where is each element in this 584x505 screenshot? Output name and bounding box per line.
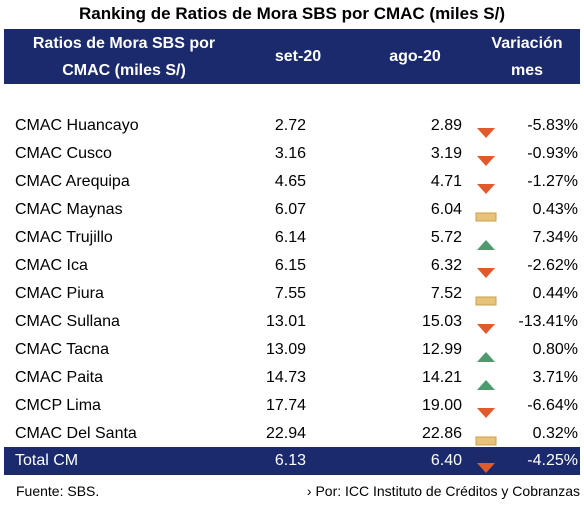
value-ago20: 5.72 xyxy=(430,229,462,246)
entity-name: CMAC Maynas xyxy=(15,201,123,218)
entity-name: CMAC Paita xyxy=(15,369,104,386)
table-row: CMAC Huancayo 2.72 2.89 -5.83% xyxy=(4,112,580,140)
value-set20: 2.72 xyxy=(274,117,306,134)
value-set20: 4.65 xyxy=(274,173,306,190)
trend-up-icon xyxy=(475,373,497,390)
header-variacion: Variación mes xyxy=(474,29,580,84)
table-row: CMAC Piura 7.55 7.52 0.44% xyxy=(4,280,580,308)
footer-source: Fuente: SBS. xyxy=(16,483,100,499)
header-variacion-line1: Variación xyxy=(491,34,563,52)
value-set20: 13.01 xyxy=(265,313,306,330)
value-variacion: 0.80% xyxy=(532,341,578,358)
trend-flat-icon xyxy=(475,205,497,222)
value-variacion: 3.71% xyxy=(532,369,578,386)
value-ago20: 7.52 xyxy=(430,285,462,302)
value-ago20: 15.03 xyxy=(421,313,462,330)
trend-down-icon xyxy=(475,121,497,138)
table-row: CMAC Del Santa 22.94 22.86 0.32% xyxy=(4,420,580,448)
entity-name: CMAC Ica xyxy=(15,257,88,274)
total-row: Total CM 6.13 6.40 -4.25% xyxy=(4,447,580,475)
trend-flat-icon xyxy=(475,429,497,446)
header-variacion-line2: mes xyxy=(510,61,544,79)
table-row: CMAC Ica 6.15 6.32 -2.62% xyxy=(4,252,580,280)
entity-name: CMAC Del Santa xyxy=(15,425,137,442)
entity-name: CMAC Arequipa xyxy=(15,173,130,190)
value-variacion: -6.64% xyxy=(527,397,578,414)
value-variacion: 0.44% xyxy=(532,285,578,302)
header-set20: set-20 xyxy=(274,48,322,65)
value-variacion: -5.83% xyxy=(527,117,578,134)
table-row: CMAC Arequipa 4.65 4.71 -1.27% xyxy=(4,168,580,196)
header-ago20: ago-20 xyxy=(389,48,441,65)
value-variacion: 0.32% xyxy=(532,425,578,442)
entity-name: CMAC Trujillo xyxy=(15,229,113,246)
value-set20: 6.15 xyxy=(274,257,306,274)
entity-name: Total CM xyxy=(15,452,79,469)
value-ago20: 12.99 xyxy=(421,341,462,358)
value-ago20: 14.21 xyxy=(421,369,462,386)
table-row: CMAC Paita 14.73 14.21 3.71% xyxy=(4,364,580,392)
header-entity-line2: CMAC (miles S/) xyxy=(62,61,186,79)
value-set20: 6.07 xyxy=(274,201,306,218)
entity-name: CMAC Sullana xyxy=(15,313,120,330)
table-row: CMCP Lima 17.74 19.00 -6.64% xyxy=(4,392,580,420)
value-set20: 13.09 xyxy=(265,341,306,358)
footer-credit: › Por: ICC Instituto de Créditos y Cobra… xyxy=(306,483,580,499)
header-entity: Ratios de Mora SBS por CMAC (miles S/) xyxy=(4,29,244,84)
table-header: Ratios de Mora SBS por CMAC (miles S/) s… xyxy=(4,29,580,84)
value-ago20: 6.04 xyxy=(430,201,462,218)
value-variacion: -1.27% xyxy=(527,173,578,190)
table-row: CMAC Cusco 3.16 3.19 -0.93% xyxy=(4,140,580,168)
entity-name: CMAC Tacna xyxy=(15,341,109,358)
trend-down-icon xyxy=(475,261,497,278)
value-ago20: 6.32 xyxy=(430,257,462,274)
table-title: Ranking de Ratios de Mora SBS por CMAC (… xyxy=(78,4,505,23)
trend-down-icon xyxy=(475,317,497,334)
trend-down-icon xyxy=(475,456,497,473)
table-row: CMAC Sullana 13.01 15.03 -13.41% xyxy=(4,308,580,336)
value-variacion: 0.43% xyxy=(532,201,578,218)
trend-up-icon xyxy=(475,345,497,362)
value-variacion: -4.25% xyxy=(527,452,578,469)
entity-name: CMAC Piura xyxy=(15,285,104,302)
value-variacion: -13.41% xyxy=(518,313,578,330)
value-ago20: 4.71 xyxy=(430,173,462,190)
trend-down-icon xyxy=(475,401,497,418)
value-ago20: 6.40 xyxy=(430,452,462,469)
table-row: CMAC Trujillo 6.14 5.72 7.34% xyxy=(4,224,580,252)
header-entity-line1: Ratios de Mora SBS por xyxy=(32,34,216,52)
value-set20: 6.14 xyxy=(274,229,306,246)
entity-name: CMCP Lima xyxy=(15,397,101,414)
entity-name: CMAC Cusco xyxy=(15,145,112,162)
table-row: CMAC Tacna 13.09 12.99 0.80% xyxy=(4,336,580,364)
value-set20: 22.94 xyxy=(265,425,306,442)
value-variacion: -0.93% xyxy=(527,145,578,162)
value-ago20: 2.89 xyxy=(430,117,462,134)
trend-down-icon xyxy=(475,177,497,194)
trend-up-icon xyxy=(475,233,497,250)
value-ago20: 22.86 xyxy=(421,425,462,442)
value-set20: 17.74 xyxy=(265,397,306,414)
trend-down-icon xyxy=(475,149,497,166)
value-variacion: 7.34% xyxy=(532,229,578,246)
value-set20: 6.13 xyxy=(274,452,306,469)
table-row: CMAC Maynas 6.07 6.04 0.43% xyxy=(4,196,580,224)
value-set20: 14.73 xyxy=(265,369,306,386)
trend-flat-icon xyxy=(475,289,497,306)
value-set20: 7.55 xyxy=(274,285,306,302)
value-ago20: 3.19 xyxy=(430,145,462,162)
entity-name: CMAC Huancayo xyxy=(15,117,139,134)
value-variacion: -2.62% xyxy=(527,257,578,274)
value-ago20: 19.00 xyxy=(421,397,462,414)
value-set20: 3.16 xyxy=(274,145,306,162)
